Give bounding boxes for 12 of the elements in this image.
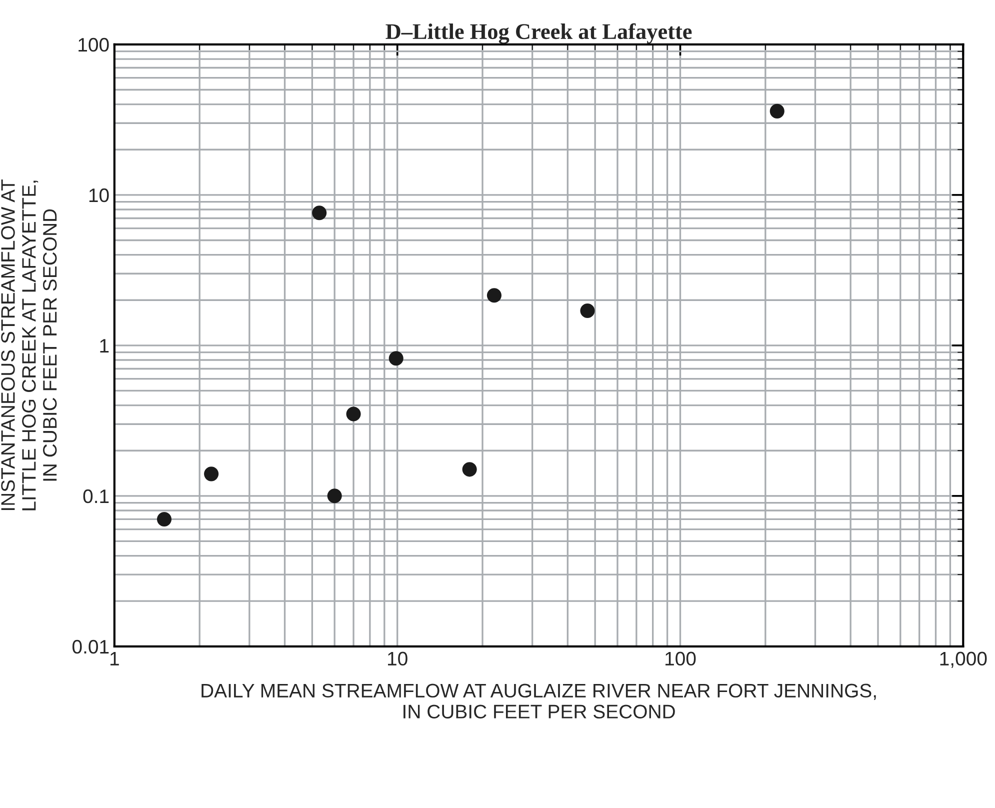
y-tick-label: 1: [100, 339, 109, 352]
chart-title: D–Little Hog Creek at Lafayette: [386, 23, 692, 44]
y-tick-label: 0.01: [72, 640, 109, 654]
x-tick-label: 1: [110, 652, 119, 666]
x-axis-title: DAILY MEAN STREAMFLOW AT AUGLAIZE RIVER NEAR FORT JENNINGS, IN CUBIC FEET PER SECOND: [202, 684, 876, 719]
x-tick-label: 10: [388, 652, 408, 666]
y-tick-label: 100: [78, 38, 109, 52]
x-tick-label: 1,000: [940, 652, 987, 668]
y-tick-label: 0.1: [83, 489, 109, 504]
y-axis-title: INSTANTANEOUS STREAMFLOW AT LITTLE HOG CREEK AT LAFAYETTE, IN CUBIC FEET PER SECOND: [1, 179, 57, 510]
x-tick-label: 100: [666, 652, 696, 666]
y-tick-label: 10: [89, 188, 109, 202]
